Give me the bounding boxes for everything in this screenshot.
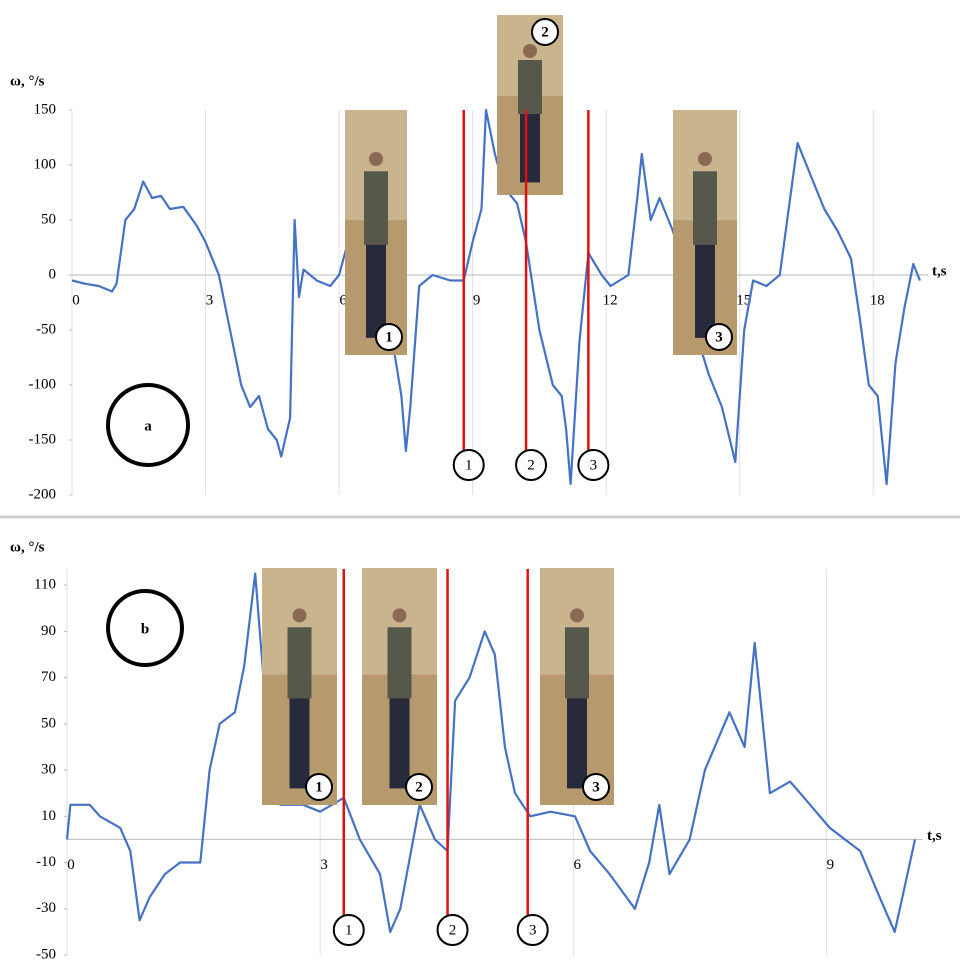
person-head bbox=[393, 608, 407, 622]
y-tick-label: -150 bbox=[29, 431, 57, 447]
y-tick-label: -10 bbox=[36, 854, 56, 870]
y-tick-label: -50 bbox=[36, 321, 56, 337]
x-tick-label: 0 bbox=[67, 857, 75, 873]
y-tick-label: -200 bbox=[29, 486, 57, 502]
y-tick-label: 90 bbox=[41, 623, 56, 639]
person-legs bbox=[520, 114, 540, 182]
figure: 0369121518150100500-50-100-150-200ω, °/s… bbox=[0, 0, 960, 970]
photo-label: 1 bbox=[315, 779, 323, 795]
photo-label: 2 bbox=[415, 779, 423, 795]
x-axis-label: t,s bbox=[932, 263, 947, 279]
y-tick-label: 50 bbox=[41, 715, 56, 731]
background bbox=[0, 0, 960, 970]
event-marker-label: 2 bbox=[449, 922, 457, 938]
y-tick-label: -50 bbox=[36, 946, 56, 962]
person-head bbox=[369, 152, 383, 166]
person-legs bbox=[290, 698, 310, 788]
y-tick-label: 10 bbox=[41, 808, 56, 824]
y-tick-label: 150 bbox=[34, 101, 57, 117]
event-marker-label: 2 bbox=[527, 457, 535, 473]
person-legs bbox=[366, 245, 386, 338]
y-axis-label: ω, °/s bbox=[10, 539, 45, 555]
x-tick-label: 12 bbox=[603, 292, 618, 308]
person-legs bbox=[567, 698, 587, 788]
panel-letter: a bbox=[144, 418, 152, 434]
event-marker-label: 3 bbox=[590, 457, 598, 473]
y-tick-label: -30 bbox=[36, 900, 56, 916]
x-axis-label: t,s bbox=[927, 828, 942, 844]
person-body bbox=[388, 627, 412, 698]
person-head bbox=[523, 44, 537, 58]
person-head bbox=[293, 608, 307, 622]
event-marker-label: 1 bbox=[345, 922, 353, 938]
y-tick-label: 70 bbox=[41, 669, 56, 685]
event-marker-label: 3 bbox=[529, 922, 537, 938]
person-head bbox=[698, 152, 712, 166]
x-tick-label: 0 bbox=[72, 292, 80, 308]
person-body bbox=[288, 627, 312, 698]
event-marker-label: 1 bbox=[465, 457, 473, 473]
x-tick-label: 3 bbox=[206, 292, 214, 308]
y-tick-label: -100 bbox=[29, 376, 57, 392]
x-tick-label: 18 bbox=[870, 292, 885, 308]
y-tick-label: 0 bbox=[49, 266, 57, 282]
y-axis-label: ω, °/s bbox=[10, 73, 45, 89]
person-body bbox=[693, 171, 717, 245]
x-tick-label: 9 bbox=[827, 857, 835, 873]
y-tick-label: 100 bbox=[34, 156, 57, 172]
person-head bbox=[570, 608, 584, 622]
person-legs bbox=[390, 698, 410, 788]
person-legs bbox=[695, 245, 715, 338]
y-tick-label: 110 bbox=[34, 577, 56, 593]
photo-label: 3 bbox=[592, 779, 600, 795]
x-tick-label: 3 bbox=[320, 857, 328, 873]
x-tick-label: 6 bbox=[574, 857, 582, 873]
x-tick-label: 9 bbox=[473, 292, 481, 308]
panel-letter: b bbox=[141, 621, 149, 637]
photo-label: 1 bbox=[385, 329, 393, 345]
person-body bbox=[518, 60, 542, 114]
photo-label: 2 bbox=[541, 24, 549, 40]
y-tick-label: 50 bbox=[41, 211, 56, 227]
y-tick-label: 30 bbox=[41, 762, 56, 778]
person-body bbox=[364, 171, 388, 245]
person-body bbox=[565, 627, 589, 698]
photo-label: 3 bbox=[715, 329, 723, 345]
